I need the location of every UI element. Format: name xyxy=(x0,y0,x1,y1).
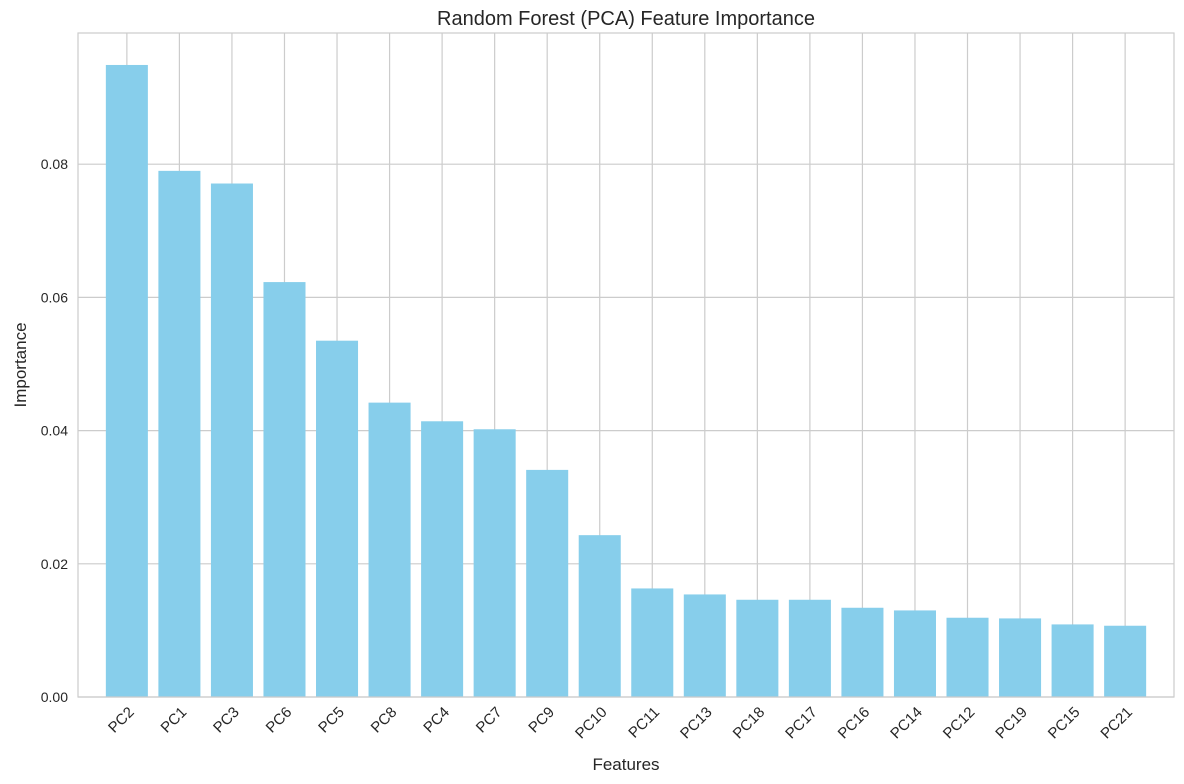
x-tick-label: PC2 xyxy=(105,704,138,737)
x-tick-label: PC6 xyxy=(263,704,296,737)
x-tick-label: PC11 xyxy=(625,704,663,742)
bar-pc1 xyxy=(158,170,201,698)
bar-pc19 xyxy=(999,618,1042,697)
bar-pc3 xyxy=(210,183,253,697)
x-tick-label: PC17 xyxy=(782,704,821,743)
bar-pc6 xyxy=(263,282,306,697)
plot-background xyxy=(78,33,1174,697)
bar-pc8 xyxy=(368,402,411,697)
bar-pc5 xyxy=(316,340,359,697)
x-tick-label: PC10 xyxy=(572,704,611,743)
bar-pc9 xyxy=(526,469,569,697)
bar-pc18 xyxy=(736,599,779,697)
bar-pc2 xyxy=(105,64,148,698)
bar-pc13 xyxy=(683,594,726,697)
x-tick-label: PC19 xyxy=(992,704,1031,743)
x-tick-label: PC12 xyxy=(940,704,979,743)
bar-pc15 xyxy=(1051,624,1094,697)
bars xyxy=(105,64,1147,698)
y-tick-label: 0.02 xyxy=(41,556,68,572)
x-tick-label: PC7 xyxy=(473,704,506,737)
x-tick-labels: PC2 PC1 PC3 PC6 PC5 PC8 PC4 PC7 PC9 PC10 PC11 PC13 P… xyxy=(105,704,1136,743)
y-axis-label: Importance xyxy=(11,322,30,407)
bar-pc14 xyxy=(893,610,936,697)
x-tick-label: PC18 xyxy=(730,704,769,743)
y-tick-label: 0.06 xyxy=(41,289,68,305)
plot-frame xyxy=(77,32,1175,698)
bar-pc16 xyxy=(841,607,884,697)
y-tick-label: 0.08 xyxy=(41,156,68,172)
x-tick-label: PC16 xyxy=(835,704,874,743)
x-tick-label: PC8 xyxy=(368,704,401,737)
x-tick-label: PC13 xyxy=(677,704,716,743)
x-axis-label: Features xyxy=(592,755,659,774)
x-tick-label: PC5 xyxy=(315,704,348,737)
x-tick-label: PC14 xyxy=(887,704,926,743)
bar-pc12 xyxy=(946,617,989,697)
x-tick-label: PC4 xyxy=(420,704,453,737)
bar-pc4 xyxy=(421,421,464,697)
y-tick-label: 0.04 xyxy=(41,423,68,439)
y-tick-labels: 0.00 0.02 0.04 0.06 0.08 xyxy=(41,156,68,705)
x-tick-label: PC15 xyxy=(1045,704,1084,743)
bar-pc7 xyxy=(473,429,516,697)
x-tick-label: PC9 xyxy=(525,704,558,737)
bar-pc21 xyxy=(1104,625,1147,697)
bar-pc11 xyxy=(631,588,674,697)
x-tick-label: PC21 xyxy=(1097,704,1136,743)
y-tick-label: 0.00 xyxy=(41,689,68,705)
bar-pc10 xyxy=(578,535,621,697)
chart-title: Random Forest (PCA) Feature Importance xyxy=(437,8,815,30)
x-tick-label: PC3 xyxy=(210,704,243,737)
bar-pc17 xyxy=(788,599,831,697)
x-tick-label: PC1 xyxy=(158,704,191,737)
